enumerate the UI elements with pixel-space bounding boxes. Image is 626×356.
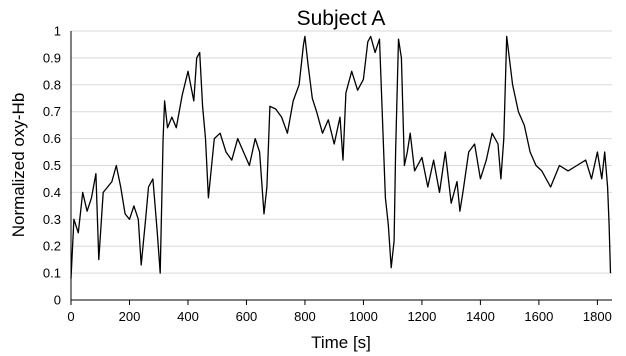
x-tick-label: 800 xyxy=(294,309,316,324)
y-axis-title: Normalized oxy-Hb xyxy=(9,93,28,238)
y-tick-label: 0.2 xyxy=(43,239,61,254)
y-tick-labels: 0 0.1 0.2 0.3 0.4 0.5 0.6 0.7 0.8 0.9 1 xyxy=(43,24,61,308)
y-tick-label: 0.5 xyxy=(43,158,61,173)
y-tick-label: 0.3 xyxy=(43,212,61,227)
x-tick-label: 1200 xyxy=(407,309,436,324)
x-tick-label: 1000 xyxy=(349,309,378,324)
y-tick-label: 1 xyxy=(54,24,61,39)
gridlines xyxy=(71,30,612,274)
series-layer xyxy=(70,35,612,279)
x-tick-labels: 0 200 400 600 800 1000 1200 1400 1600 1800 xyxy=(67,309,611,324)
x-tick-label: 1600 xyxy=(524,309,553,324)
y-tick-label: 0.9 xyxy=(43,50,61,65)
x-tick-label: 1400 xyxy=(466,309,495,324)
x-tick-label: 200 xyxy=(119,309,141,324)
x-axis-title: Time [s] xyxy=(311,333,371,352)
y-tick-label: 0.1 xyxy=(43,266,61,281)
y-tick-label: 0.7 xyxy=(43,104,61,119)
y-tick-label: 0 xyxy=(54,293,61,308)
x-tick-label: 0 xyxy=(67,309,74,324)
y-tick-label: 0.6 xyxy=(43,131,61,146)
series-line xyxy=(70,35,612,279)
x-tick-label: 600 xyxy=(236,309,258,324)
x-tick-label: 400 xyxy=(177,309,199,324)
x-tick-label: 1800 xyxy=(583,309,612,324)
y-tick-label: 0.8 xyxy=(43,77,61,92)
y-tick-label: 0.4 xyxy=(43,185,61,200)
axes xyxy=(70,31,612,305)
chart-title: Subject A xyxy=(297,7,386,30)
